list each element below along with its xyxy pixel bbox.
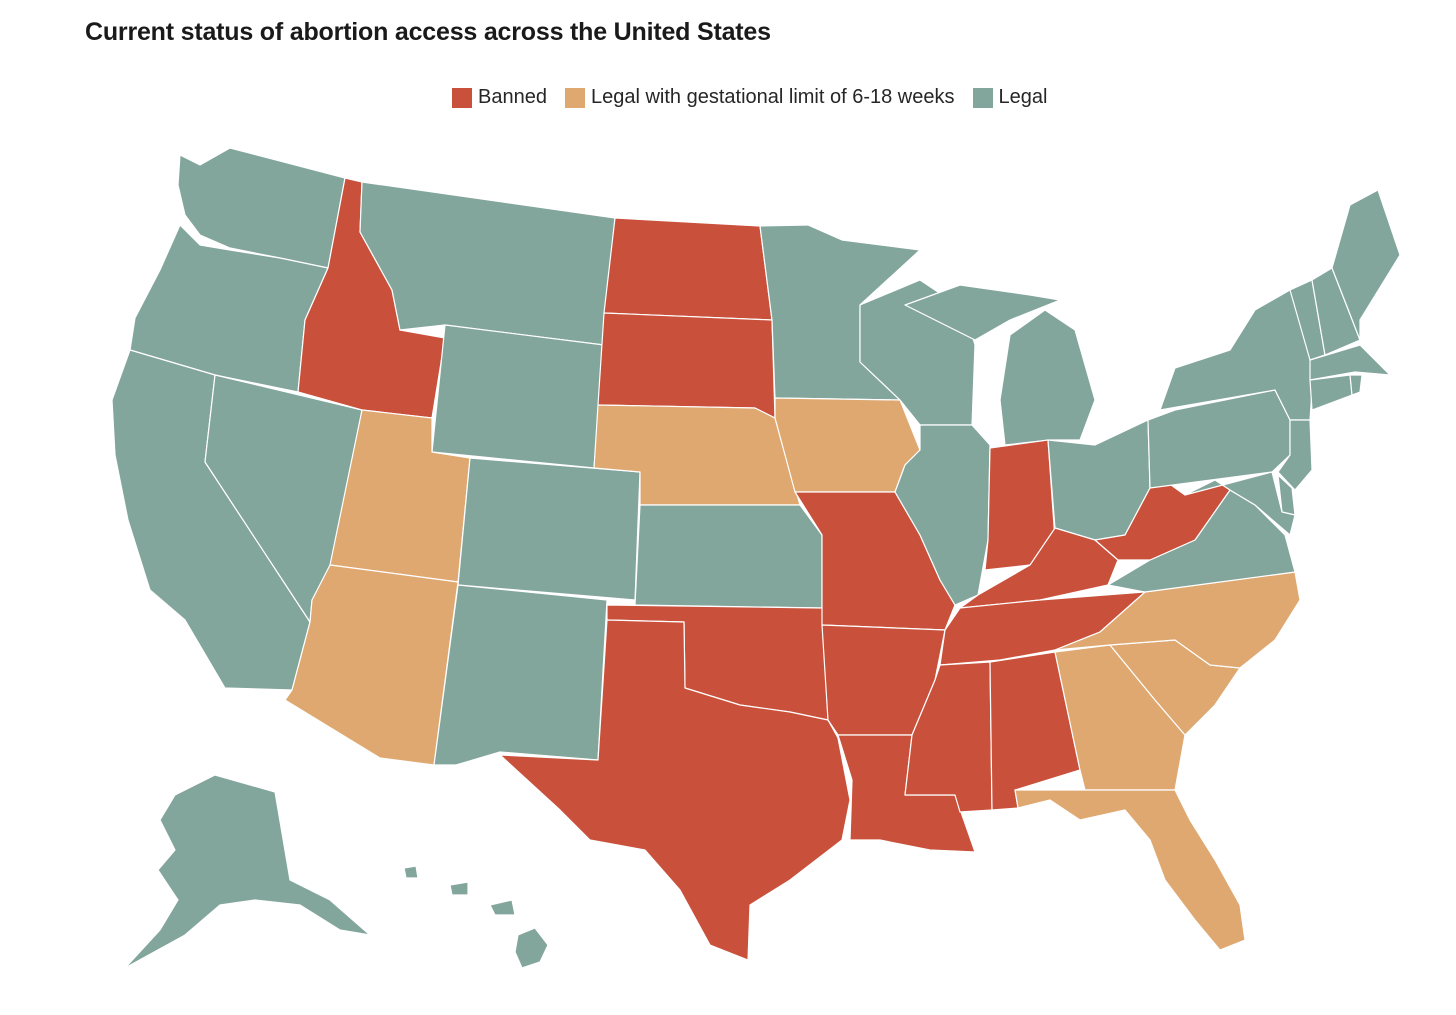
state-hi-maui[interactable]	[489, 899, 516, 916]
state-nj[interactable]	[1277, 419, 1313, 491]
legend-swatch-limit	[564, 87, 585, 108]
state-sd[interactable]	[597, 312, 776, 419]
legend-swatch-legal	[972, 87, 993, 108]
state-mi-up[interactable]	[904, 284, 1061, 341]
legend-item-limit: Legal with gestational limit of 6-18 wee…	[564, 86, 955, 109]
state-hi-oahu[interactable]	[449, 881, 469, 896]
state-tx[interactable]	[499, 619, 851, 961]
state-fl[interactable]	[1014, 789, 1246, 951]
state-hi[interactable]	[514, 927, 549, 969]
legend-label-limit: Legal with gestational limit of 6-18 wee…	[590, 86, 955, 108]
legend-swatch-banned	[452, 87, 472, 108]
map-title: Current status of abortion access across…	[85, 18, 771, 46]
state-ri[interactable]	[1349, 374, 1363, 396]
state-nm[interactable]	[433, 584, 608, 766]
state-ct[interactable]	[1309, 374, 1353, 411]
state-md[interactable]	[1184, 471, 1296, 536]
state-mi[interactable]	[999, 309, 1096, 446]
legend-item-legal: Legal	[972, 86, 1048, 109]
state-ia[interactable]	[774, 397, 921, 493]
state-ak[interactable]	[124, 774, 371, 969]
state-nd[interactable]	[603, 217, 773, 321]
legend-label-banned: Banned	[478, 86, 547, 108]
state-ma[interactable]	[1309, 344, 1391, 381]
legend-item-banned: Banned	[452, 86, 547, 109]
legend-label-legal: Legal	[998, 86, 1048, 108]
state-me[interactable]	[1331, 189, 1401, 341]
state-il[interactable]	[894, 424, 991, 606]
state-wy[interactable]	[431, 324, 605, 469]
state-co[interactable]	[457, 457, 641, 601]
legend: Banned Legal with gestational limit of 6…	[452, 86, 1065, 109]
state-hi-kauai[interactable]	[403, 865, 419, 879]
state-ks[interactable]	[634, 504, 823, 609]
state-mt[interactable]	[359, 181, 616, 346]
